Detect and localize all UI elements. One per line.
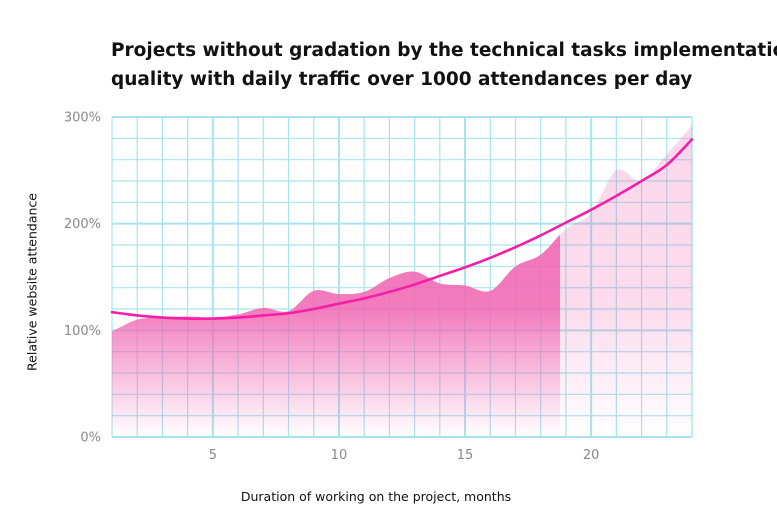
x-tick-label: 10: [331, 448, 348, 463]
x-axis-ticks: 5 10 15 20: [209, 448, 600, 463]
chart-title: Projects without gradation by the techni…: [111, 36, 777, 94]
y-tick-label: 100%: [64, 324, 101, 339]
y-tick-label: 200%: [64, 217, 101, 232]
trend-line-series: [110, 138, 694, 321]
trend-line: [110, 138, 694, 321]
x-tick-label: 5: [209, 448, 217, 463]
area-fill: [112, 125, 692, 437]
area-series: [112, 125, 692, 437]
y-tick-label: 0%: [80, 431, 101, 446]
chart-title-line-2: quality with daily traffic over 1000 att…: [111, 69, 693, 90]
x-axis-label: Duration of working on the project, mont…: [240, 489, 512, 504]
chart-title-line-1: Projects without gradation by the techni…: [111, 40, 777, 61]
x-tick-label: 15: [457, 448, 474, 463]
x-tick-label: 20: [583, 448, 600, 463]
y-axis-ticks: 0% 100% 200% 300%: [64, 111, 101, 446]
y-axis-label: Relative website attendance: [24, 193, 40, 371]
y-tick-label: 300%: [64, 111, 101, 126]
